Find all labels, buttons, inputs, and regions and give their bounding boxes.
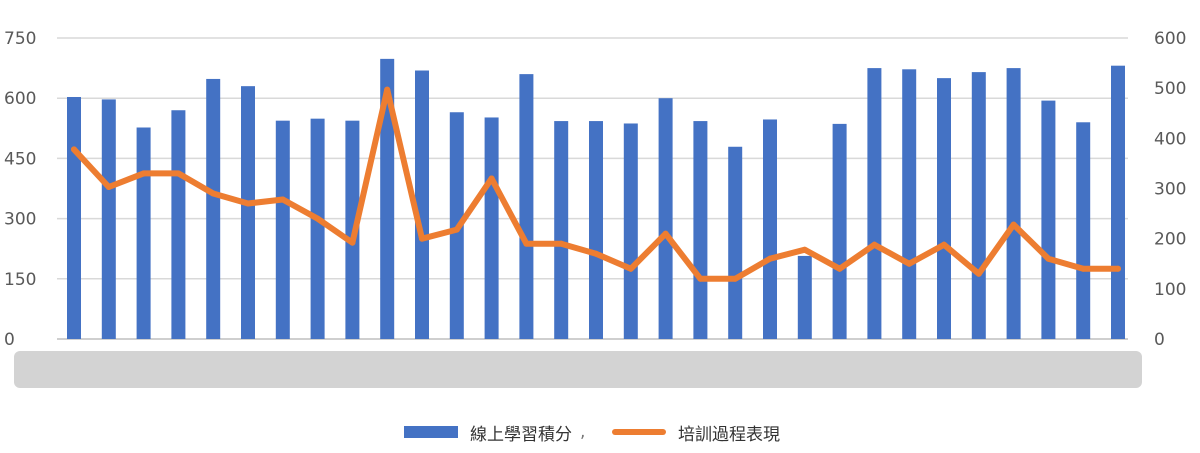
right-tick-label: 200 [1154,230,1186,250]
right-tick-label: 100 [1154,280,1186,300]
line-point [593,250,599,257]
left-tick-label: 600 [4,89,36,109]
bar [171,110,186,340]
bar [867,68,882,339]
line-point [314,215,321,222]
legend-item-bar: 線上學習積分 , [404,414,585,450]
line-point [175,170,182,177]
line-point [871,241,878,248]
bar [380,58,395,340]
bar [971,72,986,339]
line-point [836,265,843,272]
line-point [453,226,460,233]
x-axis-band [14,351,1142,388]
bar [1006,68,1021,339]
bar [519,74,534,340]
combo-chart: 0 150 300 450 600 750 0 100 200 300 400 500 600 [4,29,1186,388]
bar [554,121,569,340]
bar [101,99,116,340]
bar [1041,100,1056,339]
left-y-axis: 0 150 300 450 600 750 [4,29,36,350]
left-tick-label: 0 [4,330,15,350]
bar [310,118,325,339]
bar [693,121,708,340]
line-point [697,275,704,282]
bar [1111,65,1125,339]
right-tick-label: 400 [1154,129,1186,149]
line-point [279,196,286,203]
line-point [105,183,112,190]
line-point [140,170,147,177]
left-tick-label: 150 [4,270,36,290]
line-point [419,235,425,242]
left-tick-label: 750 [4,29,36,49]
bar [658,98,673,339]
bar [728,146,743,339]
legend-separator: , [580,422,586,442]
bar [763,119,777,339]
bar [136,127,151,339]
bar [937,78,951,339]
right-tick-label: 600 [1154,29,1186,49]
bar [415,70,429,340]
bar [589,121,603,340]
legend-item-line: 培訓過程表現 [612,414,780,450]
line-point [627,265,634,272]
legend-swatch-bar [404,426,458,438]
bar [797,255,812,339]
line-point [1010,221,1017,228]
line-point [1045,255,1052,262]
bar [484,117,499,340]
line-series [71,86,1121,282]
line-point [1080,265,1087,272]
right-tick-label: 0 [1154,330,1165,350]
bar [902,69,917,339]
right-tick-label: 300 [1154,180,1186,200]
line-point [210,190,217,197]
line-point [801,246,808,253]
legend-swatch-line [612,429,666,435]
line-point [767,255,773,262]
line-point [488,175,495,182]
right-tick-label: 500 [1154,79,1186,99]
bar [623,123,638,339]
line-point [662,230,669,237]
line-point [732,275,739,282]
line-point [941,241,947,248]
bar [67,96,81,339]
bar [241,86,255,339]
legend-label-bar: 線上學習積分 [470,424,572,445]
line-point [906,260,913,267]
legend-label-line: 培訓過程表現 [678,424,780,445]
line-point [384,86,391,93]
left-tick-label: 450 [4,149,36,169]
right-y-axis: 0 100 200 300 400 500 600 [1154,29,1186,350]
line-point [245,200,251,207]
bar [275,120,290,339]
legend: 線上學習積分 , 培訓過程表現 [0,414,1200,450]
line-point [523,240,530,247]
line-point [1115,265,1121,272]
left-tick-label: 300 [4,210,36,230]
line-point [349,239,356,246]
line-point [558,240,565,247]
bar [206,78,221,339]
bar [832,123,847,339]
line-point [71,146,77,153]
bar [1076,122,1091,339]
line-point [975,270,982,277]
